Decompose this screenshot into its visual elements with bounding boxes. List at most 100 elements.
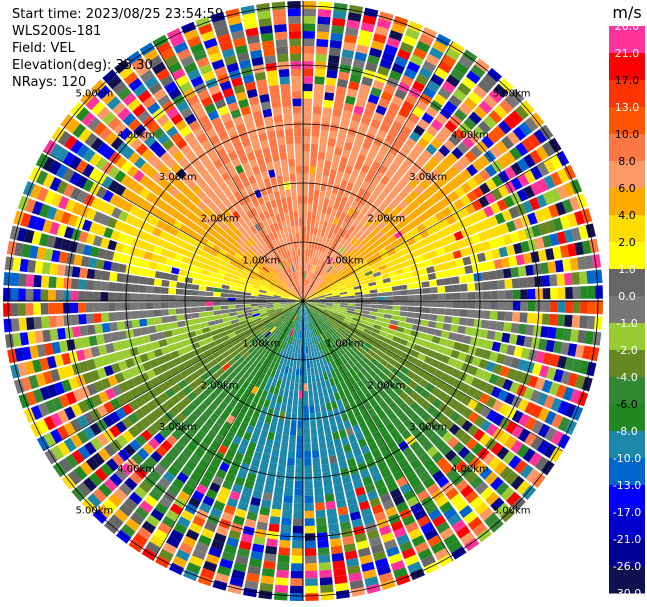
velocity-gate	[331, 115, 341, 125]
velocity-gate	[336, 329, 344, 336]
velocity-gate	[541, 460, 555, 476]
velocity-gate	[436, 315, 445, 323]
velocity-gate	[291, 548, 303, 556]
velocity-gate	[319, 325, 325, 333]
velocity-gate	[255, 475, 266, 485]
velocity-gate	[307, 264, 311, 272]
velocity-gate	[527, 301, 536, 312]
velocity-gate	[470, 212, 481, 224]
velocity-gate	[374, 454, 385, 465]
velocity-gate	[415, 40, 431, 53]
velocity-gate	[312, 312, 319, 319]
velocity-gate	[542, 352, 553, 366]
velocity-gate	[477, 380, 488, 392]
velocity-gate	[357, 90, 369, 101]
velocity-gate	[247, 441, 257, 451]
velocity-gate	[549, 154, 563, 170]
velocity-gate	[367, 126, 378, 136]
velocity-gate	[425, 106, 439, 118]
velocity-gate	[472, 186, 484, 199]
velocity-gate	[413, 344, 422, 352]
velocity-gate	[499, 365, 510, 378]
velocity-gate	[413, 508, 427, 521]
velocity-gate	[284, 343, 290, 351]
velocity-gate	[557, 400, 570, 415]
velocity-gate	[308, 196, 314, 204]
velocity-gate	[419, 229, 430, 239]
velocity-gate	[303, 121, 311, 129]
velocity-gate	[363, 451, 374, 462]
velocity-gate	[383, 376, 393, 386]
velocity-gate	[379, 525, 392, 536]
velocity-gate	[317, 159, 325, 168]
velocity-gate	[316, 166, 324, 175]
velocity-gate	[340, 56, 353, 66]
velocity-gate	[351, 228, 360, 237]
velocity-gate	[303, 308, 305, 316]
velocity-gate	[294, 322, 298, 330]
velocity-gate	[320, 213, 326, 222]
velocity-gate	[453, 160, 466, 173]
velocity-gate	[364, 483, 376, 494]
velocity-gate	[472, 522, 488, 537]
velocity-gate	[382, 185, 392, 196]
velocity-gate	[489, 280, 498, 290]
velocity-gate	[390, 319, 399, 326]
velocity-gate	[473, 415, 486, 428]
velocity-gate	[314, 404, 321, 413]
velocity-gate	[412, 429, 424, 440]
velocity-gate	[284, 487, 294, 496]
velocity-gate	[560, 370, 571, 385]
velocity-gate	[399, 284, 408, 290]
velocity-gate	[308, 241, 312, 250]
colorbar-tick-label: 4.0	[618, 209, 636, 222]
velocity-gate	[324, 92, 335, 101]
velocity-gate	[374, 338, 384, 346]
velocity-gate	[391, 120, 403, 132]
velocity-gate	[256, 388, 264, 397]
velocity-gate	[289, 382, 295, 391]
velocity-gate	[291, 367, 296, 376]
velocity-gate	[459, 283, 468, 292]
velocity-gate	[391, 367, 401, 376]
velocity-gate	[372, 366, 381, 375]
velocity-gate	[445, 301, 453, 308]
velocity-gate	[310, 427, 318, 436]
velocity-gate	[279, 449, 288, 458]
velocity-gate	[471, 356, 482, 367]
velocity-gate	[325, 255, 332, 264]
velocity-gate	[509, 146, 522, 161]
velocity-gate	[401, 100, 414, 112]
velocity-gate	[364, 576, 379, 587]
velocity-gate	[466, 70, 481, 84]
velocity-gate	[348, 80, 360, 91]
velocity-gate	[213, 500, 226, 512]
velocity-gate	[357, 438, 368, 448]
velocity-gate	[398, 316, 407, 322]
velocity-gate	[307, 248, 311, 257]
velocity-gate	[355, 294, 363, 298]
velocity-gate	[474, 310, 483, 319]
velocity-gate	[303, 53, 314, 62]
velocity-gate	[377, 191, 388, 202]
velocity-gate	[409, 54, 424, 67]
velocity-gate	[412, 80, 426, 93]
velocity-gate	[303, 298, 311, 301]
velocity-gate	[287, 336, 292, 344]
velocity-gate	[482, 291, 491, 300]
velocity-gate	[323, 99, 334, 109]
velocity-gate	[510, 323, 520, 334]
velocity-gate	[385, 301, 393, 305]
velocity-gate	[388, 127, 400, 138]
velocity-gate	[291, 321, 295, 329]
velocity-gate	[492, 399, 504, 412]
velocity-gate	[393, 386, 404, 396]
velocity-gate	[378, 97, 390, 109]
velocity-gate	[341, 363, 348, 373]
velocity-gate	[335, 383, 343, 392]
velocity-gate	[310, 272, 314, 280]
velocity-gate	[282, 373, 288, 382]
velocity-gate	[357, 170, 367, 181]
velocity-gate	[339, 270, 347, 277]
velocity-gate	[552, 246, 562, 260]
